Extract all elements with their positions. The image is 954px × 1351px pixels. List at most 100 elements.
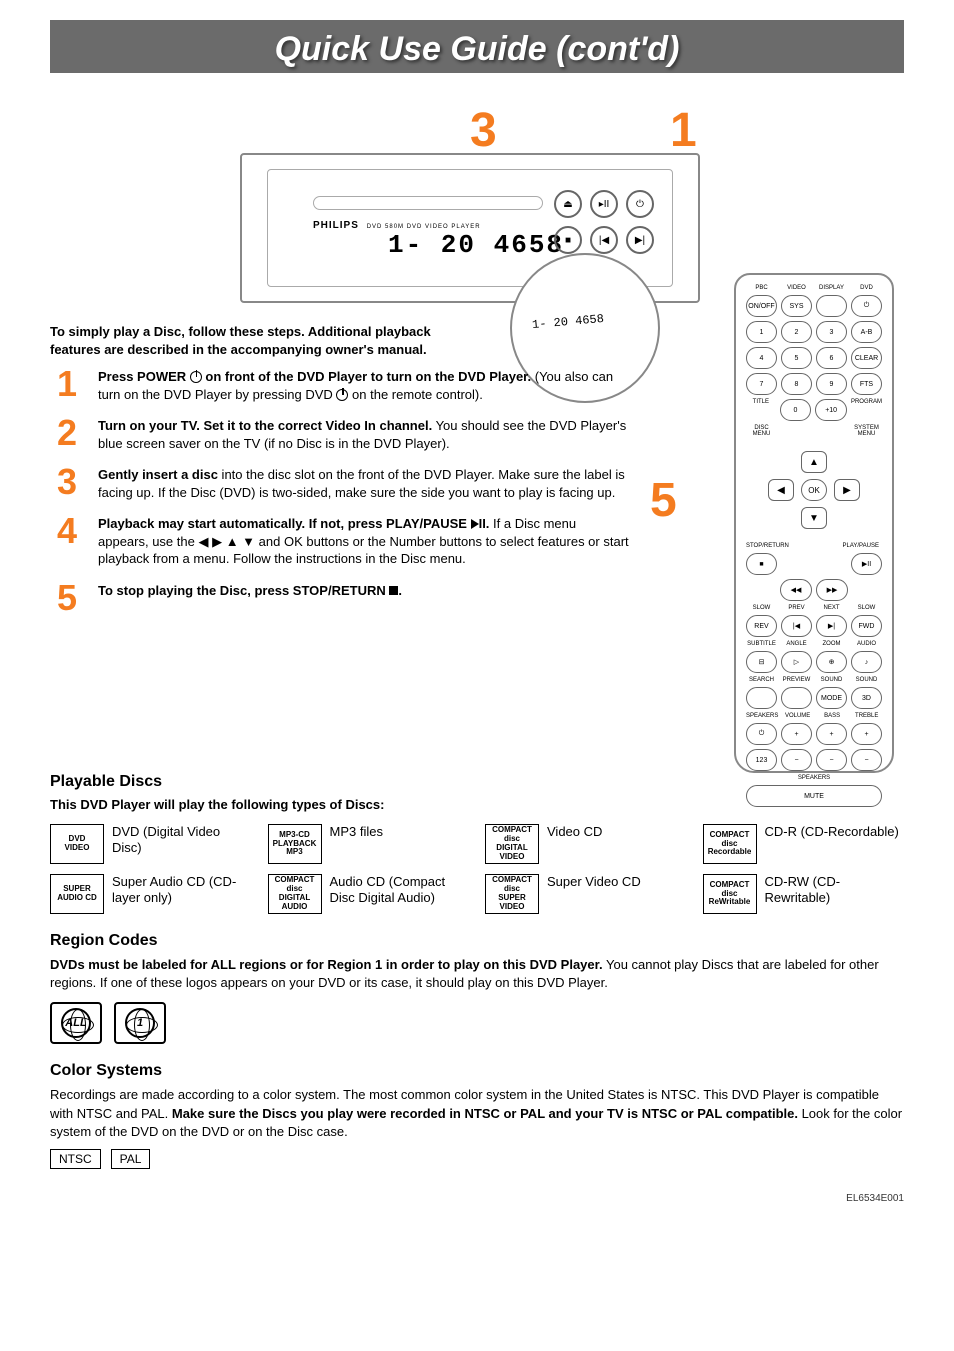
disc-logo: COMPACTdiscDIGITAL VIDEO (485, 824, 539, 864)
num-6[interactable]: 6 (816, 347, 847, 369)
step-text: Press POWER on front of the DVD Player t… (98, 368, 630, 403)
step-number: 4 (50, 515, 84, 568)
power-button[interactable]: ⏻ (626, 190, 654, 218)
step-number: 2 (50, 417, 84, 452)
stop-button[interactable]: ■ (554, 226, 582, 254)
disc-label: CD-R (CD-Recordable) (765, 824, 899, 840)
playpause-button[interactable]: ▸II (590, 190, 618, 218)
region-logos: ALL1 (50, 1002, 904, 1044)
dvd-power-button[interactable]: ⏻ (851, 295, 882, 317)
zoom-button[interactable]: ⊕ (816, 651, 847, 673)
disc-item: COMPACTdiscDIGITAL VIDEOVideo CD (485, 824, 687, 864)
prev-button[interactable]: |◀ (781, 615, 812, 637)
dpad-down[interactable]: ▼ (801, 507, 827, 529)
rev-button[interactable]: ◀◀ (780, 579, 812, 601)
num-8[interactable]: 8 (781, 373, 812, 395)
disc-logo: SUPER AUDIO CD (50, 874, 104, 914)
pbc-button[interactable]: ON/OFF (746, 295, 777, 317)
treble-down-button[interactable]: − (851, 749, 882, 771)
num-2[interactable]: 2 (781, 321, 812, 343)
next-button[interactable]: ▶| (626, 226, 654, 254)
num-9[interactable]: 9 (816, 373, 847, 395)
disc-logo: COMPACTdiscDIGITAL AUDIO (268, 874, 322, 914)
region-text: DVDs must be labeled for ALL regions or … (50, 956, 904, 992)
disc-label: Audio CD (Compact Disc Digital Audio) (330, 874, 470, 907)
bass-up-button[interactable]: + (816, 723, 847, 745)
player-display: 1- 20 4658 (388, 230, 564, 260)
video-sys-button[interactable]: SYS (781, 295, 812, 317)
color-text: Recordings are made according to a color… (50, 1086, 904, 1141)
num-0[interactable]: 0 (780, 399, 812, 421)
mute-button[interactable]: MUTE (746, 785, 882, 807)
prev-button[interactable]: |◀ (590, 226, 618, 254)
repeat-ab-button[interactable]: A-B (851, 321, 882, 343)
slow-rev-button[interactable]: REV (746, 615, 777, 637)
num-7[interactable]: 7 (746, 373, 777, 395)
next-button[interactable]: ▶| (816, 615, 847, 637)
stop-return-button[interactable]: ■ (746, 553, 777, 575)
disc-label: CD-RW (CD-Rewritable) (765, 874, 905, 907)
illustration-area: 3 1 5 4 PHILIPS DVD 580M DVD VIDEO PLAYE… (50, 103, 904, 563)
color-system-boxes: NTSC PAL (50, 1149, 904, 1169)
remote-diagram: PBC VIDEO DISPLAY DVD ON/OFF SYS ⏻ 1 2 3… (734, 273, 894, 773)
num-3[interactable]: 3 (816, 321, 847, 343)
num-4[interactable]: 4 (746, 347, 777, 369)
disc-item: DVDVIDEODVD (Digital Video Disc) (50, 824, 252, 864)
sound-3d-button[interactable]: 3D (851, 687, 882, 709)
input-button[interactable]: 123 (746, 749, 777, 771)
disc-logo: COMPACTdiscReWritable (703, 874, 757, 914)
sound-mode-button[interactable]: MODE (816, 687, 847, 709)
speakers-power-button[interactable]: ⏻ (746, 723, 777, 745)
clear-button[interactable]: CLEAR (851, 347, 882, 369)
disc-label: Super Video CD (547, 874, 641, 890)
disc-label: DVD (Digital Video Disc) (112, 824, 252, 857)
search-button[interactable] (746, 687, 777, 709)
disc-logo: COMPACTdiscSUPER VIDEO (485, 874, 539, 914)
ok-button[interactable]: OK (801, 479, 827, 501)
color-system-box: PAL (111, 1149, 151, 1169)
region-logo: ALL (50, 1002, 102, 1044)
preview-button[interactable] (781, 687, 812, 709)
region-heading: Region Codes (50, 932, 904, 950)
step: 5 To stop playing the Disc, press STOP/R… (50, 582, 630, 614)
color-system-box: NTSC (50, 1149, 101, 1169)
display-button[interactable] (816, 295, 847, 317)
dpad: ▲ ▼ ◀ ▶ OK (754, 445, 874, 535)
angle-button[interactable]: ▷ (781, 651, 812, 673)
step-text: To stop playing the Disc, press STOP/RET… (98, 582, 630, 614)
callout-1: 1 (670, 103, 697, 158)
num-5[interactable]: 5 (781, 347, 812, 369)
disc-item: COMPACTdiscDIGITAL AUDIOAudio CD (Compac… (268, 874, 470, 914)
disc-item: COMPACTdiscSUPER VIDEO Super Video CD (485, 874, 687, 914)
subtitle-button[interactable]: ⊟ (746, 651, 777, 673)
fwd-button[interactable]: ▶▶ (816, 579, 848, 601)
stop-icon (389, 586, 398, 595)
disc-slot (313, 196, 543, 210)
audio-button[interactable]: ♪ (851, 651, 882, 673)
disc-label: Super Audio CD (CD-layer only) (112, 874, 252, 907)
dpad-right[interactable]: ▶ (834, 479, 860, 501)
num-1[interactable]: 1 (746, 321, 777, 343)
plus10-button[interactable]: +10 (815, 399, 847, 421)
disc-item: MP3-CD PLAYBACKMP3MP3 files (268, 824, 470, 864)
page-header: Quick Use Guide (cont'd) (50, 20, 904, 73)
step: 2 Turn on your TV. Set it to the correct… (50, 417, 630, 452)
fts-button[interactable]: FTS (851, 373, 882, 395)
step-text: Gently insert a disc into the disc slot … (98, 466, 630, 501)
treble-up-button[interactable]: + (851, 723, 882, 745)
dpad-up[interactable]: ▲ (801, 451, 827, 473)
vol-up-button[interactable]: + (781, 723, 812, 745)
disc-logo: DVDVIDEO (50, 824, 104, 864)
power-icon (336, 389, 348, 401)
play-pause-button[interactable]: ▶II (851, 553, 882, 575)
disc-item: COMPACTdiscRecordableCD-R (CD-Recordable… (703, 824, 905, 864)
disc-grid: DVDVIDEODVD (Digital Video Disc) MP3-CD P… (50, 824, 904, 914)
power-icon (190, 371, 202, 383)
callout-3: 3 (470, 103, 497, 158)
dpad-left[interactable]: ◀ (768, 479, 794, 501)
bass-down-button[interactable]: − (816, 749, 847, 771)
page-title: Quick Use Guide (cont'd) (50, 30, 904, 69)
slow-fwd-button[interactable]: FWD (851, 615, 882, 637)
vol-down-button[interactable]: − (781, 749, 812, 771)
eject-button[interactable]: ⏏ (554, 190, 582, 218)
